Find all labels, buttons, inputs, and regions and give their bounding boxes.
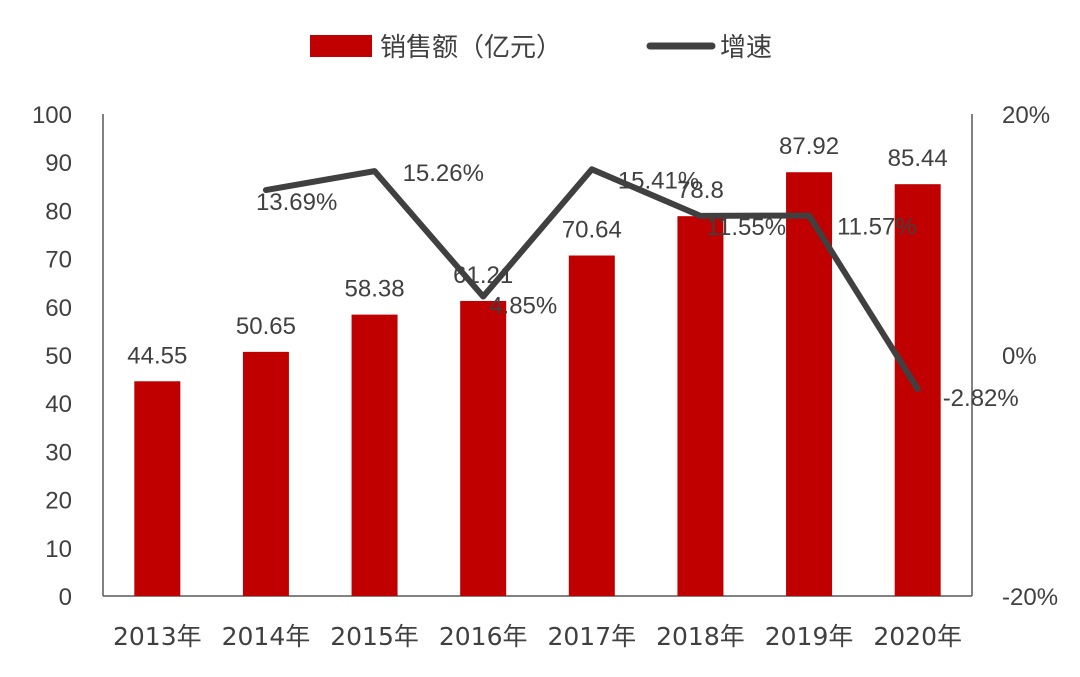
- growth-value-label: -2.82%: [943, 385, 1019, 412]
- legend-line-label: 增速: [720, 33, 772, 63]
- left-tick-label: 50: [45, 343, 72, 370]
- bar-2014年: [242, 351, 289, 596]
- left-tick-label: 100: [32, 102, 72, 129]
- growth-value-label: 4.85%: [489, 293, 557, 320]
- left-tick-label: 30: [45, 439, 72, 466]
- bar-2016年: [460, 300, 507, 596]
- left-tick-label: 90: [45, 150, 72, 177]
- left-tick-label: 70: [45, 247, 72, 274]
- left-tick-label: 80: [45, 198, 72, 225]
- growth-value-label: 11.55%: [706, 214, 786, 241]
- category-label: 2019年: [765, 622, 854, 651]
- category-axis-labels: 2013年 2014年 2015年 2016年 2017年 2018年 2019年 2020年: [113, 622, 962, 651]
- category-label: 2015年: [330, 622, 419, 651]
- line-data-labels: 13.69% 15.26% 4.85% 15.41% 11.55% 11.57% -2.82…: [256, 160, 1019, 412]
- bar-value-label: 58.38: [345, 276, 405, 303]
- right-tick-label: 0%: [1002, 343, 1037, 370]
- bar-2015年: [351, 314, 398, 596]
- left-tick-label: 20: [45, 488, 72, 515]
- category-label: 2017年: [548, 622, 637, 651]
- right-tick-label: 20%: [1002, 102, 1050, 129]
- bar-value-label: 70.64: [562, 217, 622, 244]
- bar-value-label: 85.44: [888, 145, 948, 172]
- bar-value-label: 44.55: [127, 342, 187, 369]
- right-tick-label: -20%: [1002, 584, 1058, 611]
- left-tick-label: 60: [45, 295, 72, 322]
- category-label: 2013年: [113, 622, 202, 651]
- legend: 销售额（亿元） 增速: [310, 33, 772, 63]
- left-tick-label: 0: [59, 584, 72, 611]
- legend-bar-swatch: [310, 35, 372, 57]
- legend-bar-label: 销售额（亿元）: [380, 33, 562, 63]
- bar-series: [134, 172, 941, 597]
- category-label: 2018年: [656, 622, 745, 651]
- growth-value-label: 15.41%: [618, 167, 699, 194]
- bar-2017年: [568, 255, 615, 596]
- category-label: 2016年: [439, 622, 528, 651]
- bar-2018年: [677, 216, 724, 596]
- category-label: 2014年: [222, 622, 311, 651]
- left-tick-label: 10: [45, 536, 72, 563]
- growth-line-series: [262, 166, 921, 392]
- growth-value-label: 13.69%: [256, 189, 337, 216]
- bar-value-label: 87.92: [779, 133, 839, 160]
- growth-value-label: 15.26%: [403, 160, 484, 187]
- bar-value-label: 78.8: [677, 177, 724, 204]
- growth-value-label: 11.57%: [837, 214, 917, 241]
- left-axis-ticks: 0 10 20 30 40 50 60 70 80 90 100: [32, 102, 72, 611]
- right-axis-ticks: -20% 0% 20%: [1002, 102, 1058, 611]
- bar-value-label: 50.65: [236, 313, 296, 340]
- left-tick-label: 40: [45, 391, 72, 418]
- bar-2013年: [134, 381, 181, 596]
- category-label: 2020年: [873, 622, 962, 651]
